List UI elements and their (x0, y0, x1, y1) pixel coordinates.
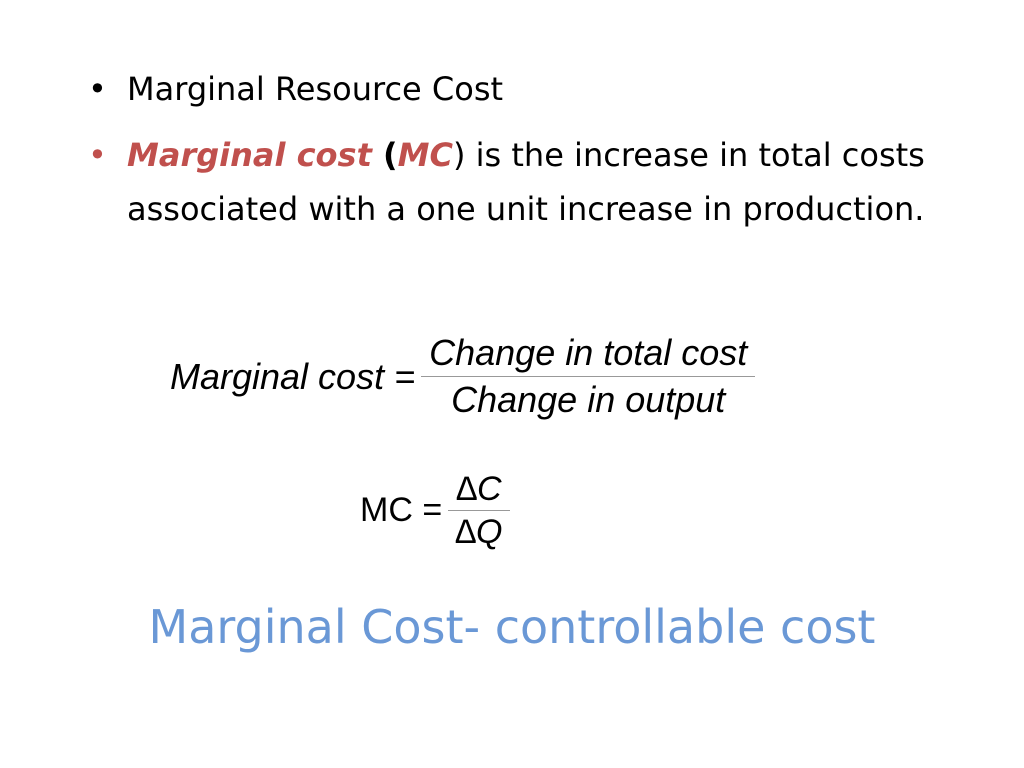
denominator: ∆Q (455, 513, 503, 551)
formula-lhs: MC = (360, 491, 443, 529)
fraction: Change in total cost Change in output (421, 332, 756, 421)
bullet-text: Marginal Resource Cost (127, 70, 504, 108)
formula-lhs: Marginal cost = (170, 355, 416, 397)
formula: Marginal cost = Change in total cost Cha… (170, 332, 756, 421)
definition: ) is the increase in total costs associa… (127, 136, 925, 228)
bullet: • Marginal cost (MC) is the increase in t… (88, 136, 925, 228)
fraction: ∆C ∆Q (448, 470, 510, 551)
denominator: Change in output (451, 379, 726, 420)
term: Marginal cost (127, 136, 372, 174)
numerator: Change in total cost (421, 332, 756, 377)
paren: ( (371, 136, 398, 174)
formula: MC = ∆C ∆Q (360, 470, 510, 551)
numerator: ∆C (448, 470, 510, 511)
bullet-list: • Marginal Resource Cost • Marginal cost (… (88, 62, 948, 248)
bullet: • Marginal Resource Cost (88, 70, 504, 108)
abbr: MC (397, 136, 453, 174)
footer-title: Marginal Cost- controllable cost (148, 600, 876, 654)
